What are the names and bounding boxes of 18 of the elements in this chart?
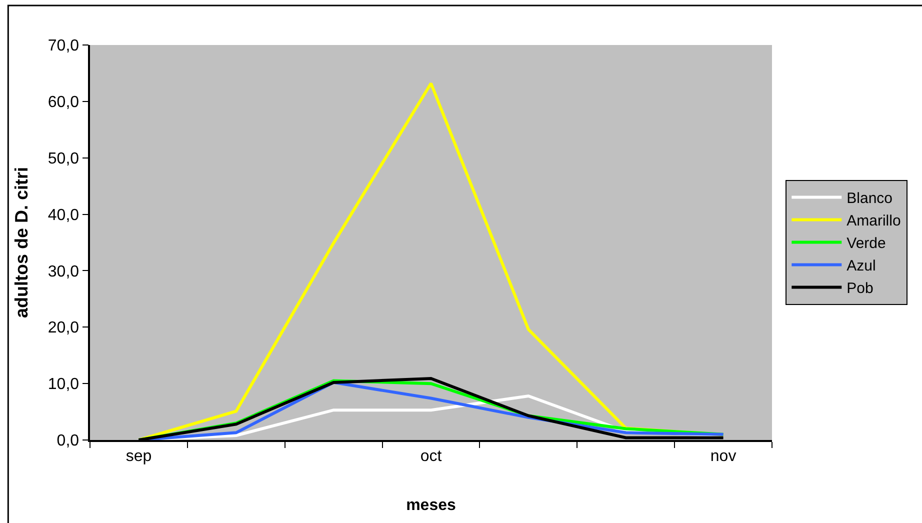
- legend-label: Azul: [846, 258, 876, 275]
- y-tick-label: 10,0: [48, 376, 80, 394]
- y-tick-label: 30,0: [48, 263, 80, 280]
- y-tick-label: 70,0: [48, 38, 80, 55]
- y-tick-label: 40,0: [48, 206, 80, 224]
- x-tick-label: oct: [420, 448, 442, 465]
- legend-label: Pob: [846, 280, 874, 298]
- legend-label: Amarillo: [846, 212, 901, 230]
- y-tick-label: 20,0: [48, 320, 80, 337]
- y-tick-label: 60,0: [48, 94, 80, 112]
- legend-label: Verde: [846, 235, 886, 252]
- x-tick-label: nov: [710, 448, 736, 465]
- legend-label: Blanco: [846, 190, 893, 208]
- y-tick-label: 0,0: [56, 432, 80, 450]
- x-axis-title: meses: [406, 497, 456, 514]
- y-axis-title: adultos de D. citri: [12, 166, 32, 318]
- x-tick-label: sep: [126, 448, 152, 465]
- y-tick-label: 50,0: [48, 150, 80, 168]
